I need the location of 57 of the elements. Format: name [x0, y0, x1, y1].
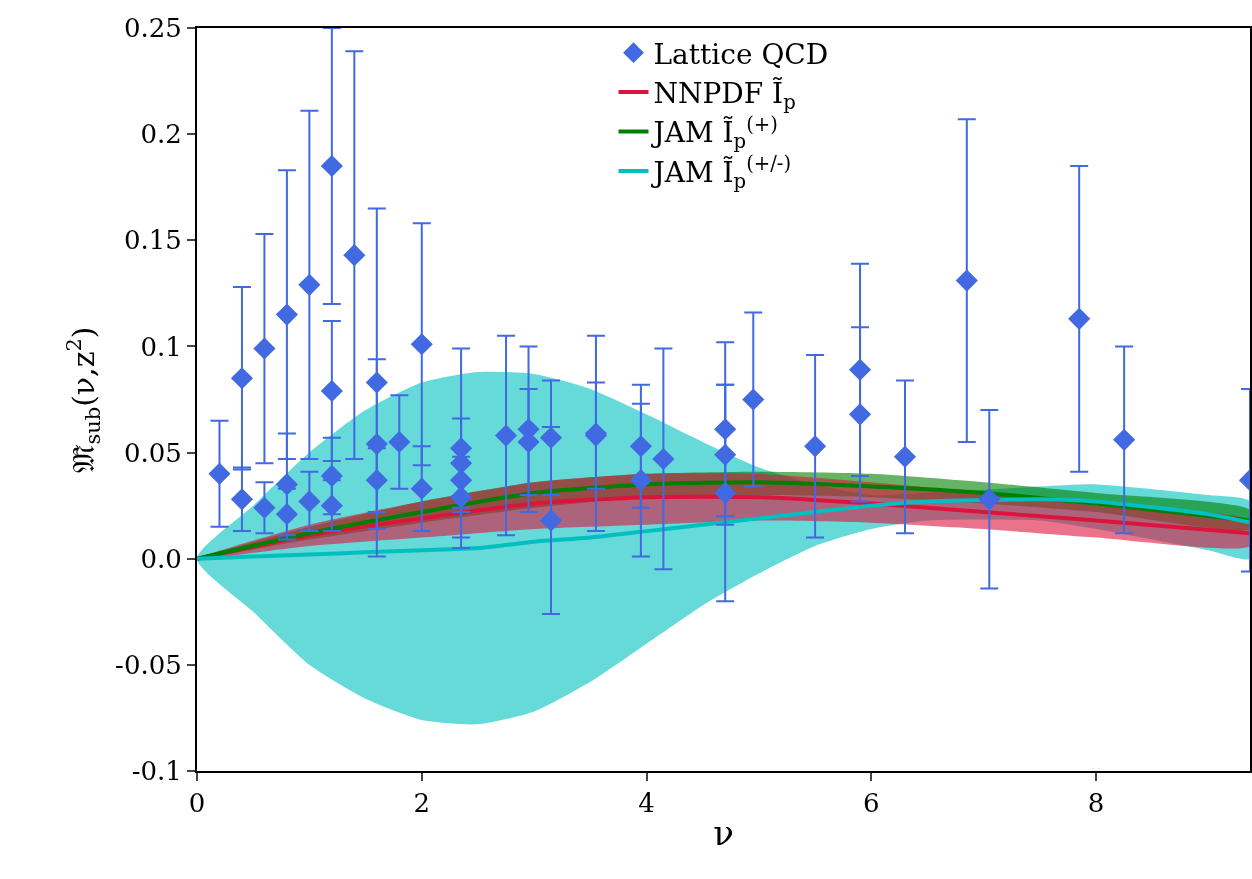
- point: [450, 469, 473, 492]
- point: [253, 496, 276, 519]
- y-tick-label: 0.15: [123, 225, 182, 256]
- point: [208, 462, 231, 485]
- point: [539, 509, 563, 532]
- x-axis-title: ν: [713, 813, 734, 853]
- point: [848, 358, 872, 381]
- point: [494, 424, 518, 447]
- x-tick-label: 6: [863, 788, 880, 819]
- point: [365, 433, 388, 456]
- point: [978, 488, 1001, 511]
- point: [1068, 307, 1091, 330]
- legend-label: Lattice QCD: [653, 37, 829, 71]
- point: [365, 371, 388, 394]
- legend-label: NNPDF Ĩ$_{p}$: [653, 77, 796, 114]
- y-tick-label: 0.1: [140, 331, 182, 362]
- point: [388, 430, 411, 454]
- y-tick-label: 0.2: [140, 119, 182, 150]
- y-tick-label: -0.1: [131, 756, 182, 787]
- x-tick-label: 2: [413, 788, 431, 819]
- y-tick-label: -0.05: [115, 649, 182, 680]
- point: [298, 273, 321, 296]
- point: [629, 435, 652, 458]
- point: [539, 426, 563, 449]
- point: [1113, 428, 1136, 451]
- point: [275, 503, 298, 526]
- point: [848, 403, 872, 426]
- point: [230, 367, 253, 390]
- point: [714, 443, 737, 466]
- point: [955, 269, 978, 292]
- point: [343, 244, 366, 267]
- x-tick-label: 8: [1087, 788, 1105, 819]
- y-tick-label: 0.0: [140, 543, 182, 574]
- point: [253, 337, 276, 360]
- point: [629, 469, 652, 492]
- point: [742, 388, 765, 411]
- point: [230, 488, 253, 511]
- x-tick-label: 0: [188, 788, 206, 819]
- point: [320, 379, 343, 403]
- point: [275, 473, 298, 496]
- point: [450, 486, 473, 509]
- point: [652, 447, 675, 470]
- point: [714, 481, 737, 504]
- point: [714, 418, 737, 441]
- point: [893, 445, 917, 468]
- point: [275, 303, 298, 326]
- point: [298, 490, 321, 513]
- point: [410, 333, 433, 356]
- point: [320, 494, 343, 517]
- point: [365, 469, 388, 492]
- y-tick-label: 0.05: [123, 437, 182, 468]
- point: [320, 464, 343, 487]
- point: [804, 435, 827, 458]
- point: [410, 477, 433, 500]
- x-tick-label: 4: [638, 788, 655, 819]
- point: [320, 154, 343, 178]
- y-tick-label: 0.25: [123, 13, 182, 44]
